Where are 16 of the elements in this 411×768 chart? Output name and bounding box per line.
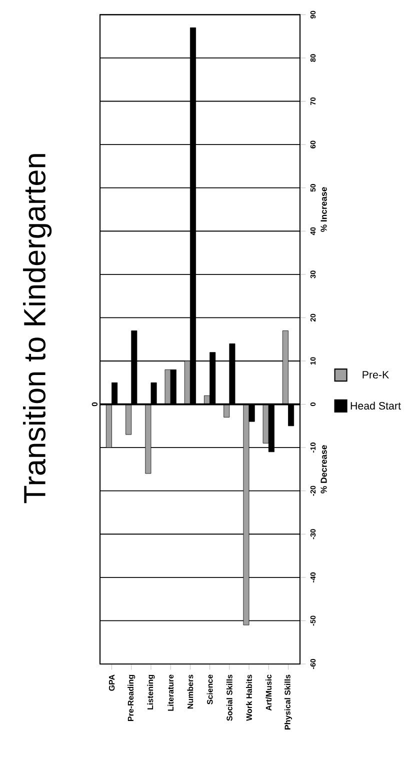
x-tick-label: Science <box>207 674 213 704</box>
x-tick-label: Social Skills <box>226 674 233 721</box>
text: % Decrease <box>320 445 327 494</box>
text: % Increase <box>320 187 327 232</box>
x-tick-label: Listening <box>147 674 155 710</box>
legend-label: Head Start <box>351 402 402 410</box>
legend-label: Pre-K <box>362 371 390 379</box>
x-tick-label: Pre-Reading <box>128 674 136 721</box>
x-tick-label: Numbers <box>187 674 194 709</box>
x-tick-label: Work Habits <box>246 674 252 721</box>
text: Transition to Kindergarten <box>23 154 52 504</box>
x-tick-label: Literature <box>168 674 174 711</box>
x-tick-label: GPA <box>109 674 115 691</box>
ref-line-label: 0 <box>92 402 98 406</box>
x-tick-label: Art/Music <box>266 674 272 711</box>
x-tick-label: Physical Skills <box>284 674 292 730</box>
